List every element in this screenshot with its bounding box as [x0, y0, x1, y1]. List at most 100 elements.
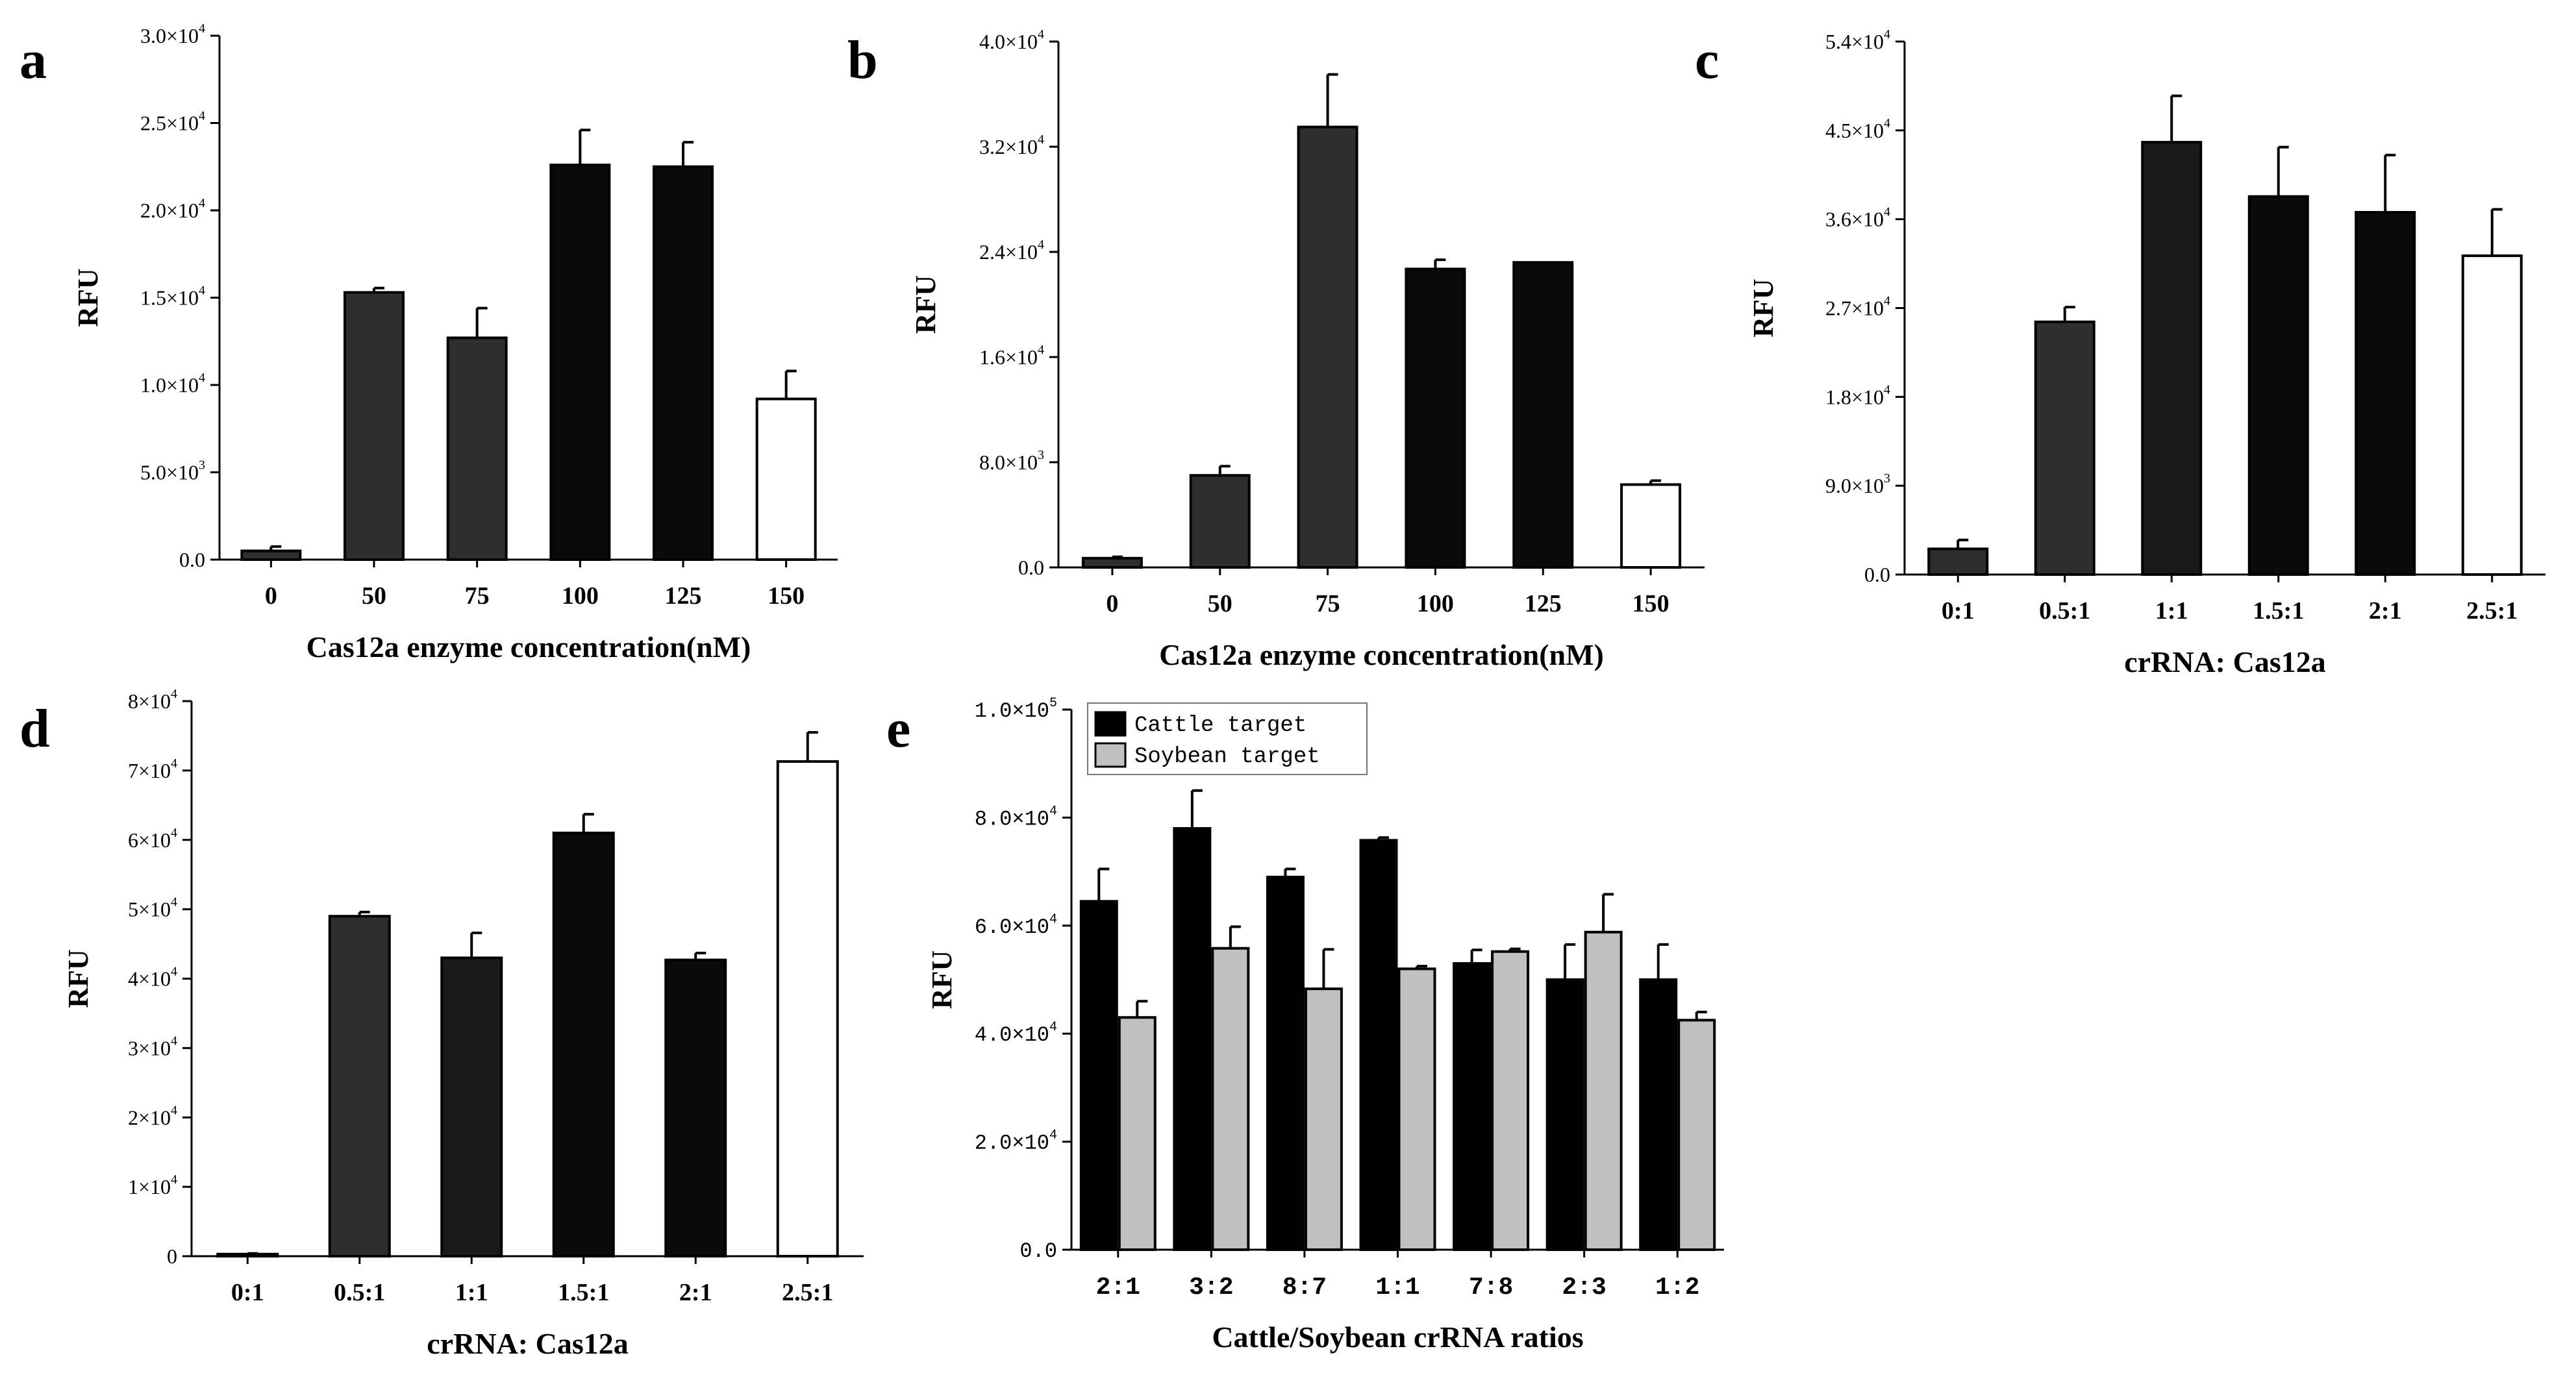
bar [1620, 483, 1682, 569]
x-tick-label: 1.5:1 [558, 1279, 609, 1306]
x-tick-label: 100 [1417, 590, 1454, 617]
x-tick-label: 1:2 [1655, 1274, 1699, 1302]
bar [1927, 547, 1989, 576]
y-tick-label: 2.0×104 [975, 1128, 1057, 1156]
bar [2034, 320, 2095, 576]
legend-box [1087, 702, 1368, 775]
x-tick-label: 2.5:1 [2466, 597, 2518, 625]
y-tick-label: 0.0 [1019, 1239, 1057, 1263]
y-tick-label: 3×104 [128, 1034, 177, 1059]
x-tick-label: 3:2 [1189, 1274, 1233, 1302]
bar [1118, 1016, 1157, 1251]
x-tick-label: 0:1 [1942, 597, 1975, 625]
x-tick-label: 1:1 [455, 1279, 488, 1306]
y-tick-label: 1.5×104 [140, 284, 205, 310]
y-tick-label: 0.0 [1864, 563, 1890, 586]
x-tick-label: 1:1 [1375, 1274, 1419, 1302]
x-tick-label: 0.5:1 [334, 1279, 385, 1306]
legend: Cattle target Soybean target [1087, 702, 1368, 775]
y-tick-label: 3.0×104 [140, 21, 205, 47]
bar [1189, 474, 1251, 569]
y-tick-label: 8×104 [128, 687, 177, 713]
bar [440, 956, 503, 1257]
bar [552, 832, 615, 1257]
panel-e: e 0.0 2.0×104 4.0×104 6.0×104 8.0×104 1.0×105 R… [886, 696, 1724, 1354]
bar [1512, 261, 1574, 569]
y-tick-label: 2×104 [128, 1103, 177, 1129]
y-axis-label: RFU [926, 950, 958, 1009]
bar [2355, 211, 2416, 576]
bar [1173, 827, 1212, 1252]
x-tick-label: 2.5:1 [782, 1279, 833, 1306]
bar [1677, 1019, 1716, 1252]
bar [1266, 875, 1305, 1252]
bar [664, 958, 727, 1258]
bar [653, 165, 714, 561]
panel-c: c 0.0 9.0×103 1.8×104 2.7×104 3.6×104 4.5×104 5… [1695, 27, 2545, 678]
y-tick-label: 2.5×104 [140, 109, 205, 135]
y-tick-label: 1.8×104 [1825, 382, 1890, 408]
bar [344, 291, 405, 561]
y-tick-label: 0.0 [179, 548, 205, 571]
x-tick-label: 0.5:1 [2039, 597, 2090, 625]
panel-d: d 0 1×104 2×104 3×104 4×104 5×104 6×104 7×104 8×1… [19, 687, 864, 1360]
y-tick-label: 1.0×104 [140, 371, 205, 397]
y-tick-label: 1×104 [128, 1172, 177, 1198]
bar [549, 164, 611, 561]
bar [2461, 254, 2523, 576]
y-tick-label: 3.6×104 [1825, 205, 1890, 231]
panel-letter: a [19, 30, 47, 90]
panel-letter: e [886, 699, 910, 759]
bar [1211, 947, 1250, 1252]
y-tick-label: 4.0×104 [979, 27, 1044, 53]
bar [1079, 900, 1118, 1251]
x-tick-label: 75 [1316, 590, 1340, 617]
bar [240, 549, 302, 561]
y-tick-label: 6×104 [128, 826, 177, 852]
legend-label: Cattle target [1134, 713, 1307, 738]
x-axis-label: Cas12a enzyme concentration(nM) [1159, 638, 1604, 671]
x-tick-label: 0 [265, 582, 277, 610]
y-tick-label: 1.0×105 [975, 696, 1057, 723]
bar [1359, 839, 1398, 1251]
x-tick-label: 0 [1106, 590, 1118, 617]
x-tick-label: 50 [1208, 590, 1232, 617]
bar [1639, 978, 1678, 1251]
bar [1297, 125, 1358, 569]
x-tick-label: 125 [665, 582, 702, 610]
x-tick-label: 2:1 [2369, 597, 2402, 625]
y-tick-label: 8.0×104 [975, 804, 1057, 831]
bar [328, 915, 391, 1257]
y-tick-label: 4.0×104 [975, 1020, 1057, 1047]
x-axis-label: Cattle/Soybean crRNA ratios [1212, 1320, 1583, 1354]
y-tick-label: 6.0×104 [975, 912, 1057, 939]
x-tick-label: 1:1 [2155, 597, 2188, 625]
panel-letter: d [19, 699, 50, 759]
x-tick-label: 8:7 [1282, 1274, 1327, 1302]
x-tick-label: 2:1 [1096, 1274, 1140, 1302]
x-axis-label: crRNA: Cas12a [2124, 645, 2325, 678]
x-tick-label: 75 [465, 582, 490, 610]
bar [1491, 950, 1530, 1251]
bar [1584, 930, 1623, 1252]
y-tick-label: 2.0×104 [140, 196, 205, 222]
y-tick-label: 4×104 [128, 965, 177, 991]
legend-label: Soybean target [1134, 745, 1320, 769]
bar [2141, 141, 2203, 576]
x-tick-label: 50 [362, 582, 386, 610]
bar [755, 397, 817, 562]
panel-letter: c [1695, 30, 1719, 90]
x-tick-label: 2:3 [1562, 1274, 1606, 1302]
bar [1405, 267, 1466, 569]
y-tick-label: 5.4×104 [1825, 27, 1890, 53]
bar [1304, 987, 1343, 1252]
bar [1545, 978, 1584, 1251]
y-tick-label: 5.0×103 [140, 458, 205, 484]
y-tick-label: 9.0×103 [1825, 471, 1890, 497]
panel-a: a 0.0 5.0×103 1.0×104 1.5×104 2.0×104 2.5×104 3… [19, 21, 838, 663]
x-tick-label: 1.5:1 [2253, 597, 2304, 625]
x-axis-label: crRNA: Cas12a [427, 1327, 628, 1360]
x-tick-label: 150 [768, 582, 805, 610]
x-tick-label: 2:1 [679, 1279, 712, 1306]
y-tick-label: 2.4×104 [979, 238, 1044, 264]
